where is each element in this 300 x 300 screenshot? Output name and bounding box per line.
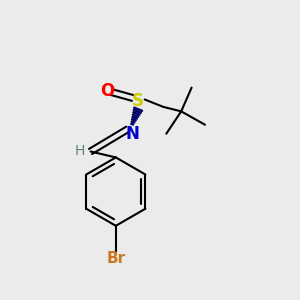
- Text: O: O: [100, 82, 114, 100]
- Text: S: S: [132, 92, 144, 110]
- Text: N: N: [125, 125, 139, 143]
- Text: Br: Br: [106, 251, 125, 266]
- Text: H: H: [75, 145, 85, 158]
